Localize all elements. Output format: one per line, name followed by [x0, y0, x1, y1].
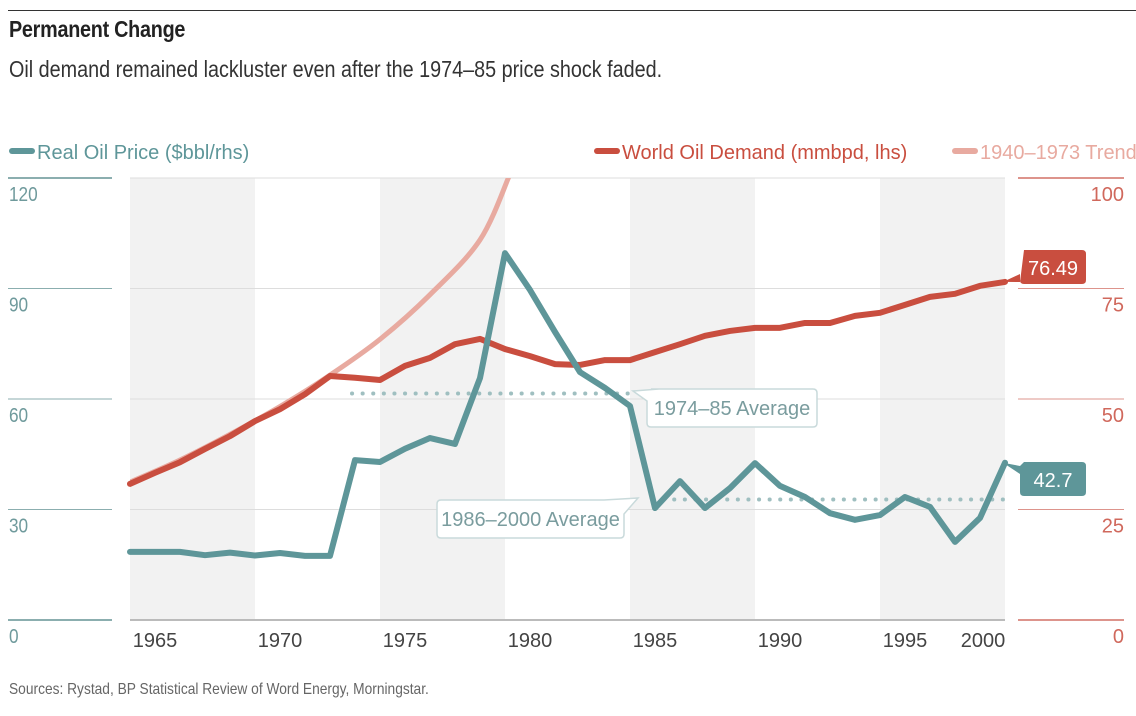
demand-line — [127, 278, 1008, 487]
x-tick-label: 1990 — [758, 630, 803, 652]
price-end-label-box — [1003, 462, 1086, 496]
right-axis-tick-label: 100 — [1091, 184, 1124, 206]
avg-1986-2000-annotation-text: 1986–2000 Average — [441, 509, 620, 531]
left-axis-tick-label: 120 — [9, 183, 38, 206]
price-line — [127, 250, 1008, 559]
right-axis-tick-label: 0 — [1113, 626, 1124, 648]
legend-demand-label: World Oil Demand (mmbpd, lhs) — [622, 142, 907, 164]
legend-price-label: Real Oil Price ($bbl/rhs) — [37, 142, 249, 164]
avg-1974-85-annotation: 1974–85 Average — [630, 388, 818, 428]
legend-trend-label: 1940–1973 Trend — [980, 142, 1136, 164]
avg-1986-2000-annotation: 1986–2000 Average — [436, 497, 640, 539]
price-end-label-text: 42.7 — [1034, 470, 1073, 492]
left-axis-tick-label: 0 — [9, 625, 19, 648]
avg-1974-85-annotation-box — [630, 388, 818, 428]
source-note: Sources: Rystad, BP Statistical Review o… — [9, 681, 429, 698]
demand-end-label-box — [1003, 250, 1086, 284]
top-rule — [8, 10, 1136, 11]
x-tick-label: 1965 — [133, 630, 178, 652]
demand-end-label-text: 76.49 — [1028, 258, 1078, 280]
x-tick-label: 1975 — [383, 630, 428, 652]
left-axis-tick-label: 30 — [9, 514, 28, 537]
avg-1986-2000-annotation-box — [436, 497, 640, 539]
avg-1974-85-annotation-text: 1974–85 Average — [654, 398, 810, 420]
x-tick-label: 2000 — [961, 630, 1006, 652]
right-axis-tick-label: 25 — [1102, 516, 1124, 538]
chart-title: Permanent Change — [9, 16, 186, 42]
right-axis-tick-label: 75 — [1102, 295, 1124, 317]
left-axis-tick-label: 90 — [9, 293, 28, 316]
x-tick-label: 1980 — [508, 630, 553, 652]
x-tick-label: 1995 — [883, 630, 928, 652]
left-axis-tick-label: 60 — [9, 404, 28, 427]
x-tick-label: 1985 — [633, 630, 678, 652]
right-axis-tick-label: 50 — [1102, 405, 1124, 427]
chart-subtitle: Oil demand remained lackluster even afte… — [9, 56, 663, 82]
x-tick-label: 1970 — [258, 630, 303, 652]
